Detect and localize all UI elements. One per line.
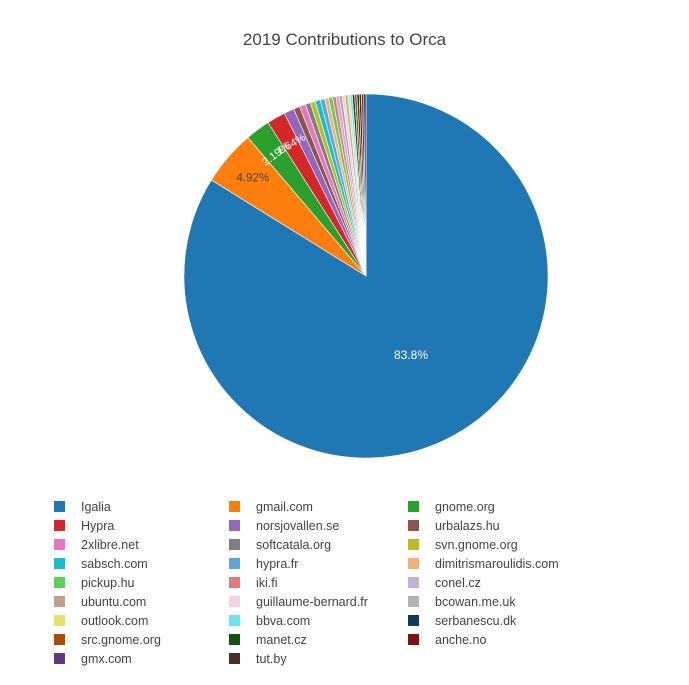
legend-swatch xyxy=(54,615,65,626)
legend-item[interactable]: ubuntu.com xyxy=(54,592,146,611)
legend-item[interactable]: gnome.org xyxy=(408,497,495,516)
legend-swatch xyxy=(229,539,240,550)
legend-label: src.gnome.org xyxy=(81,632,161,647)
legend-swatch xyxy=(229,501,240,512)
legend-swatch xyxy=(54,520,65,531)
chart-title: 2019 Contributions to Orca xyxy=(242,30,447,49)
legend-item[interactable]: guillaume-bernard.fr xyxy=(229,592,368,611)
legend-label: outlook.com xyxy=(81,613,149,628)
legend-item[interactable]: tut.by xyxy=(229,649,287,668)
legend-item[interactable]: manet.cz xyxy=(229,630,307,649)
legend-item[interactable]: svn.gnome.org xyxy=(408,535,518,554)
legend-swatch xyxy=(54,653,65,664)
legend-swatch xyxy=(54,539,65,550)
pie-chart: 83.8%4.92%2.19%1.64% xyxy=(183,93,549,459)
legend-label: anche.no xyxy=(435,632,487,647)
legend-label: svn.gnome.org xyxy=(435,537,518,552)
legend-item[interactable]: softcatala.org xyxy=(229,535,331,554)
legend-label: bcowan.me.uk xyxy=(435,594,516,609)
legend-item[interactable]: dimitrismaroulidis.com xyxy=(408,554,559,573)
legend-label: 2xlibre.net xyxy=(81,537,139,552)
legend-swatch xyxy=(408,558,419,569)
legend-item[interactable]: norsjovallen.se xyxy=(229,516,339,535)
legend-swatch xyxy=(54,634,65,645)
legend-item[interactable]: gmx.com xyxy=(54,649,132,668)
legend-swatch xyxy=(408,501,419,512)
pie-slice-igalia[interactable] xyxy=(183,93,549,459)
legend-label: Hypra xyxy=(81,518,115,533)
legend-label: dimitrismaroulidis.com xyxy=(435,556,559,571)
legend-label: manet.cz xyxy=(256,632,307,647)
legend-swatch xyxy=(408,539,419,550)
legend-swatch xyxy=(229,558,240,569)
slice-label: 83.8% xyxy=(394,348,428,362)
legend-label: gnome.org xyxy=(435,499,495,514)
legend-swatch xyxy=(229,577,240,588)
legend-swatch xyxy=(229,596,240,607)
legend-label: gmail.com xyxy=(256,499,313,514)
slice-label: 4.92% xyxy=(237,173,270,185)
legend-label: conel.cz xyxy=(435,575,481,590)
legend-item[interactable]: sabsch.com xyxy=(54,554,148,573)
legend-item[interactable]: iki.fi xyxy=(229,573,278,592)
legend-label: Igalia xyxy=(81,499,111,514)
legend-label: serbanescu.dk xyxy=(435,613,517,628)
legend-item[interactable]: bcowan.me.uk xyxy=(408,592,516,611)
legend-item[interactable]: Igalia xyxy=(54,497,111,516)
legend-swatch xyxy=(54,501,65,512)
legend-item[interactable]: pickup.hu xyxy=(54,573,135,592)
legend-swatch xyxy=(229,653,240,664)
legend-item[interactable]: 2xlibre.net xyxy=(54,535,139,554)
legend-swatch xyxy=(408,577,419,588)
legend-item[interactable]: conel.cz xyxy=(408,573,481,592)
legend-swatch xyxy=(408,520,419,531)
legend-item[interactable]: urbalazs.hu xyxy=(408,516,500,535)
legend-label: iki.fi xyxy=(256,575,278,590)
legend-label: sabsch.com xyxy=(81,556,148,571)
legend-swatch xyxy=(408,615,419,626)
legend-label: urbalazs.hu xyxy=(435,518,500,533)
legend-label: softcatala.org xyxy=(256,537,332,552)
legend-swatch xyxy=(229,520,240,531)
legend-label: ubuntu.com xyxy=(81,594,147,609)
legend-label: hypra.fr xyxy=(256,556,299,571)
legend-item[interactable]: bbva.com xyxy=(229,611,310,630)
legend-item[interactable]: Hypra xyxy=(54,516,114,535)
legend-label: tut.by xyxy=(256,651,287,666)
legend-swatch xyxy=(229,615,240,626)
legend-swatch xyxy=(408,596,419,607)
legend-item[interactable]: hypra.fr xyxy=(229,554,298,573)
legend-swatch xyxy=(54,558,65,569)
legend-item[interactable]: outlook.com xyxy=(54,611,148,630)
legend-item[interactable]: src.gnome.org xyxy=(54,630,161,649)
legend-label: bbva.com xyxy=(256,613,311,628)
legend-swatch xyxy=(408,634,419,645)
legend-item[interactable]: serbanescu.dk xyxy=(408,611,516,630)
legend-swatch xyxy=(54,596,65,607)
legend-item[interactable]: gmail.com xyxy=(229,497,313,516)
pie-slice-tut-by[interactable] xyxy=(363,93,367,277)
legend-label: gmx.com xyxy=(81,651,132,666)
legend-swatch xyxy=(54,577,65,588)
legend-label: pickup.hu xyxy=(81,575,135,590)
legend-label: guillaume-bernard.fr xyxy=(256,594,368,609)
legend-swatch xyxy=(229,634,240,645)
legend-item[interactable]: anche.no xyxy=(408,630,486,649)
legend-label: norsjovallen.se xyxy=(256,518,340,533)
